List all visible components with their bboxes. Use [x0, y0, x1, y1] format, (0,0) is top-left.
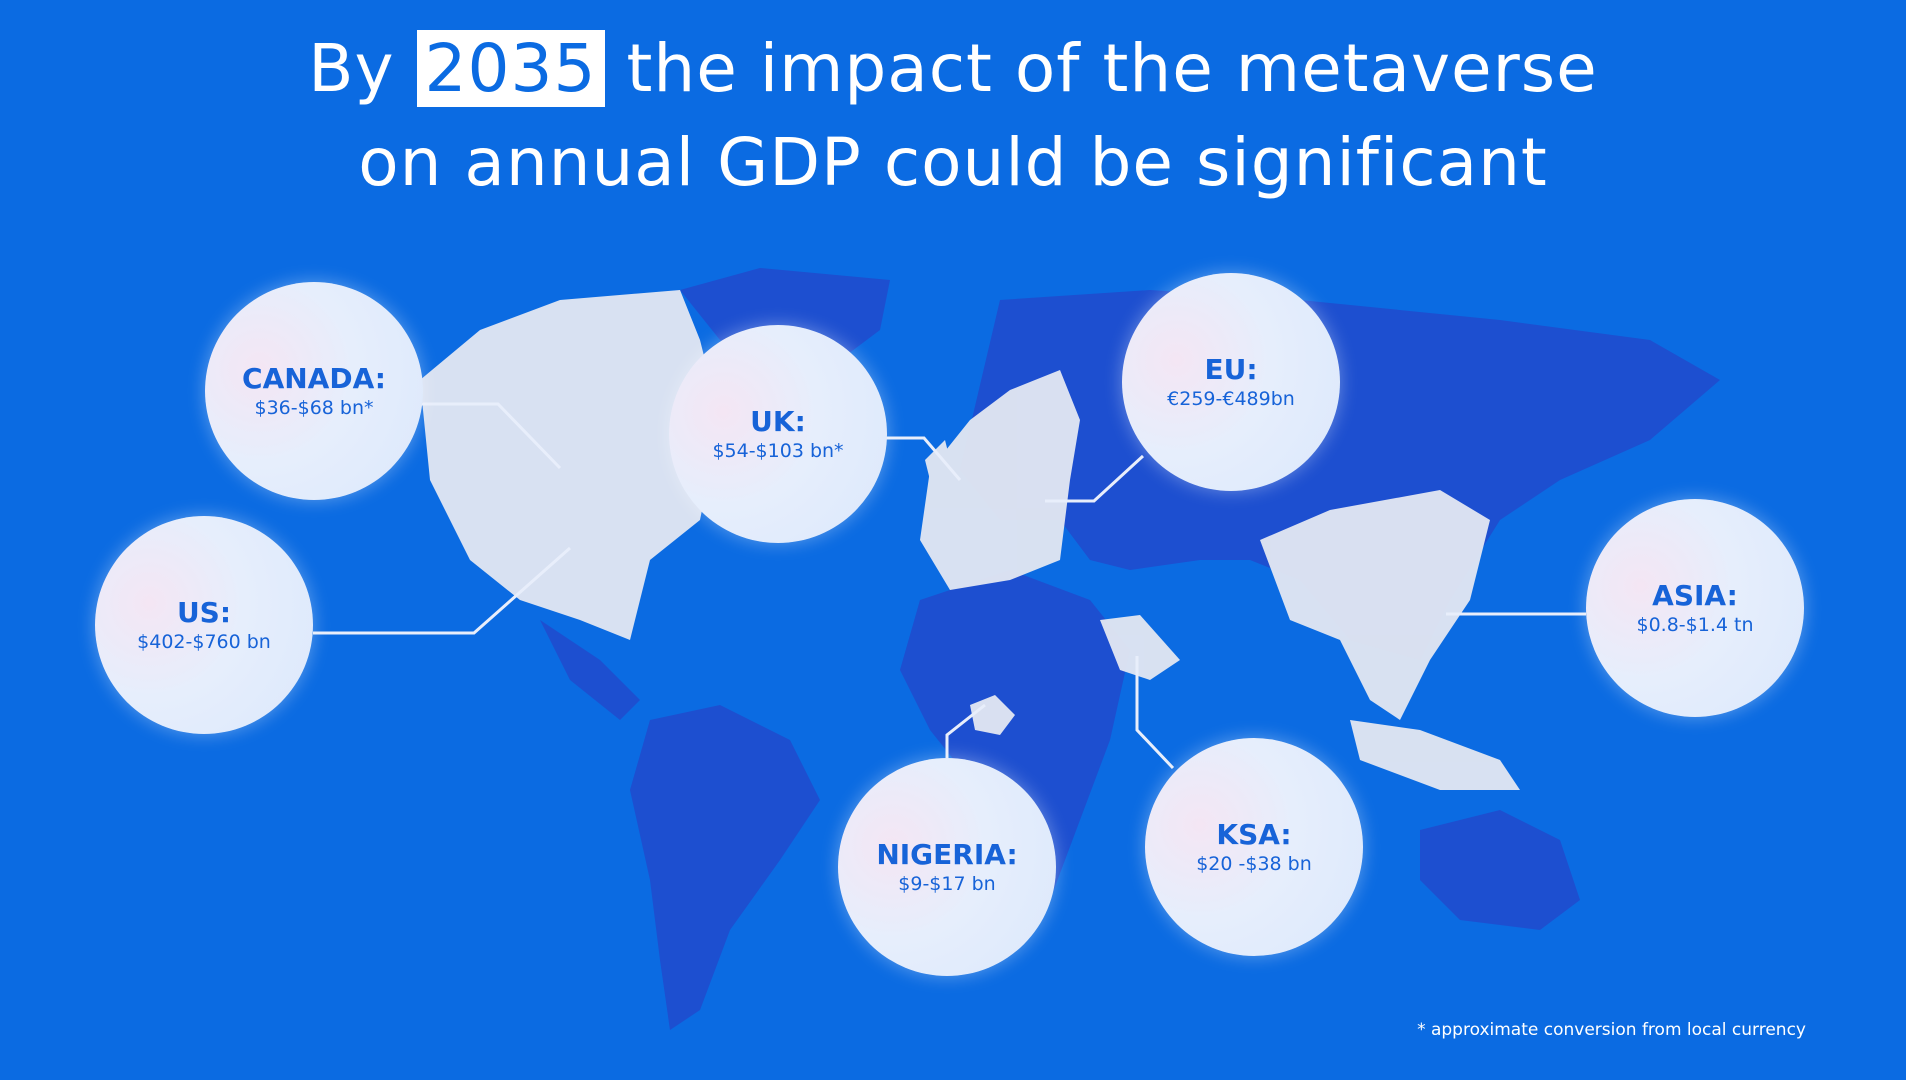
region-bubble-ksa: KSA: $20 -$38 bn: [1145, 738, 1363, 956]
africa: [900, 570, 1130, 920]
us-connector: [313, 546, 571, 635]
region-name: EU:: [1204, 353, 1258, 386]
region-name: US:: [176, 596, 232, 629]
footnote: * approximate conversion from local curr…: [1417, 1020, 1806, 1040]
ksa-connector: [1135, 656, 1175, 770]
region-name: NIGERIA:: [876, 838, 1018, 871]
europe-land: [920, 370, 1080, 590]
nigeria-land: [970, 695, 1015, 735]
eu-connector: [1045, 454, 1145, 503]
ksa-land: [1100, 615, 1180, 680]
uk-connector: [886, 436, 962, 481]
region-bubble-us: US: $402-$760 bn: [95, 516, 313, 734]
region-bubble-eu: EU: €259-€489bn: [1122, 273, 1340, 491]
region-value: $402-$760 bn: [137, 631, 271, 653]
north-america-land: [420, 290, 720, 640]
region-value: $36-$68 bn*: [254, 397, 374, 419]
south-america: [630, 705, 820, 1030]
region-bubble-canada: CANADA: $36-$68 bn*: [205, 282, 423, 500]
region-bubble-nigeria: NIGERIA: $9-$17 bn: [838, 758, 1056, 976]
region-name: ASIA:: [1652, 579, 1738, 612]
nigeria-connector: [945, 703, 986, 758]
region-name: KSA:: [1216, 818, 1292, 851]
region-value: $20 -$38 bn: [1196, 853, 1312, 875]
region-name: UK:: [750, 405, 806, 438]
title-prefix: By: [308, 30, 395, 107]
uk-land: [925, 440, 955, 500]
title-line-2: on annual GDP could be significant: [358, 124, 1548, 201]
sea-islands-land: [1350, 720, 1520, 790]
region-value: $54-$103 bn*: [712, 440, 844, 462]
canada-connector: [420, 402, 562, 470]
central-america: [540, 620, 640, 720]
asia-land: [1260, 490, 1490, 720]
title-line-1: By 2035 the impact of the metaverse: [0, 30, 1906, 107]
australia: [1420, 810, 1580, 930]
region-bubble-asia: ASIA: $0.8-$1.4 tn: [1586, 499, 1804, 717]
title-year-highlight: 2035: [416, 30, 605, 107]
region-bubble-uk: UK: $54-$103 bn*: [669, 325, 887, 543]
region-value: €259-€489bn: [1167, 388, 1295, 410]
title-suffix: the impact of the metaverse: [626, 30, 1598, 107]
region-name: CANADA:: [242, 362, 386, 395]
region-value: $0.8-$1.4 tn: [1636, 614, 1754, 636]
region-value: $9-$17 bn: [898, 873, 996, 895]
